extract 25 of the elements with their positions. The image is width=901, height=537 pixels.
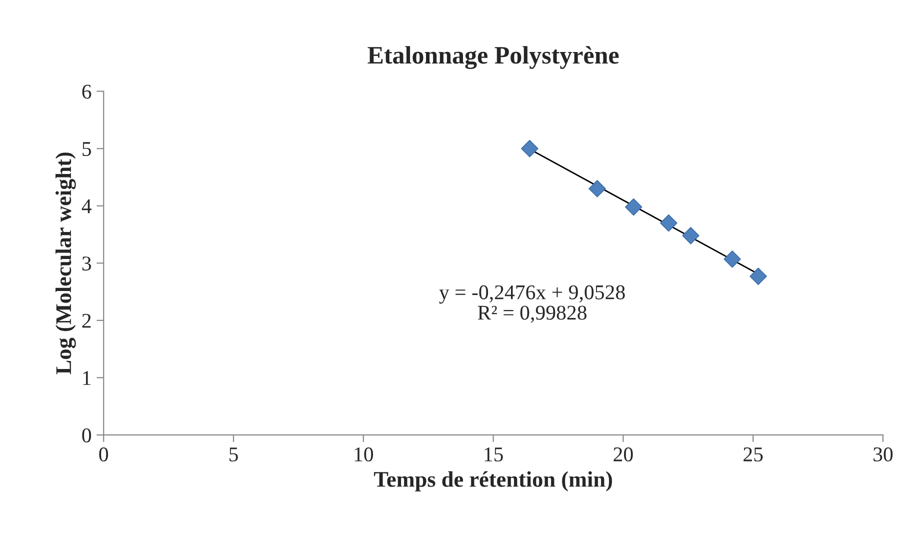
x-tick-label: 25 xyxy=(744,447,763,462)
y-tick-label: 0 xyxy=(82,428,92,442)
x-tick-label: 15 xyxy=(484,447,503,462)
x-axis-title: Temps de rétention (min) xyxy=(374,471,612,492)
y-tick-label: 4 xyxy=(82,199,92,214)
y-axis-title: Log (Molecular weight) xyxy=(56,152,76,374)
x-tick-label: 0 xyxy=(99,447,108,462)
y-tick-label: 3 xyxy=(82,256,91,271)
point xyxy=(724,250,741,268)
y-tick-label: 6 xyxy=(82,84,92,99)
x-tick-label: 20 xyxy=(614,447,633,462)
point xyxy=(750,268,767,285)
x-tick-label: 30 xyxy=(874,447,893,462)
x-tick-label: 5 xyxy=(230,448,238,462)
annotation: y = -0,2476x + 9,0528 R² = 0,99828 xyxy=(439,285,625,323)
y-tick-label: 2 xyxy=(82,314,91,328)
point xyxy=(682,227,700,244)
y-tick-label: 1 xyxy=(83,371,91,385)
y-tick-label: 5 xyxy=(82,142,91,156)
x-tick-label: 10 xyxy=(354,447,374,462)
point xyxy=(588,180,606,198)
point xyxy=(624,198,642,216)
point xyxy=(521,140,538,158)
point xyxy=(660,214,678,232)
chart-title: Etalonnage Polystyrène xyxy=(368,46,619,70)
